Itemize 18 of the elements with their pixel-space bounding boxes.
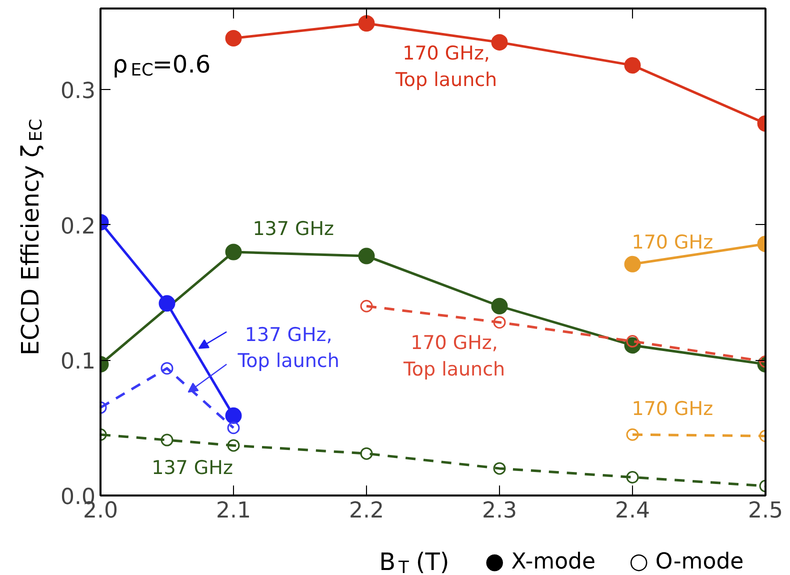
annotation: 137 GHz (252, 218, 334, 240)
annotation: 170 GHz (632, 231, 714, 254)
text: ○ O-mode (629, 550, 744, 574)
annotation: 137 GHz, Top launch (236, 324, 340, 372)
annotation: 170 GHz, Top launch (402, 332, 506, 380)
x-tick-label: 2.2 (349, 498, 384, 524)
text: ● X-mode (485, 550, 596, 574)
annotation: 137 GHz (152, 457, 233, 480)
y-tick-label: 0.3 (60, 79, 96, 104)
annotation: 170 GHz (632, 398, 714, 420)
annotation: 170 GHz, Top launch (394, 42, 498, 92)
x-tick-label: 2.1 (216, 498, 252, 524)
y-axis-title: ECCD Efficiency ζEC (16, 118, 46, 356)
x-tick-label: 2.3 (482, 498, 518, 524)
x-tick-label: 2.4 (615, 498, 650, 524)
y-tick-label: 0.1 (60, 350, 96, 375)
x-tick-label: 2.5 (748, 498, 784, 524)
y-tick-label: 0.2 (60, 214, 96, 240)
